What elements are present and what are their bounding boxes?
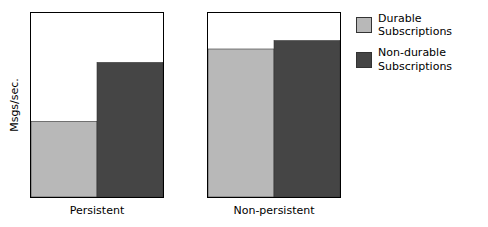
svg-text:Msgs/sec.: Msgs/sec.: [8, 78, 21, 132]
svg-text:Non-persistent: Non-persistent: [233, 204, 315, 217]
svg-text:Persistent: Persistent: [70, 204, 125, 217]
html-text:Durable Subscriptions: Durable Subscriptions: [378, 12, 453, 39]
html-text:Non-durable Subscriptions: Non-durable Subscriptions: [378, 46, 453, 73]
